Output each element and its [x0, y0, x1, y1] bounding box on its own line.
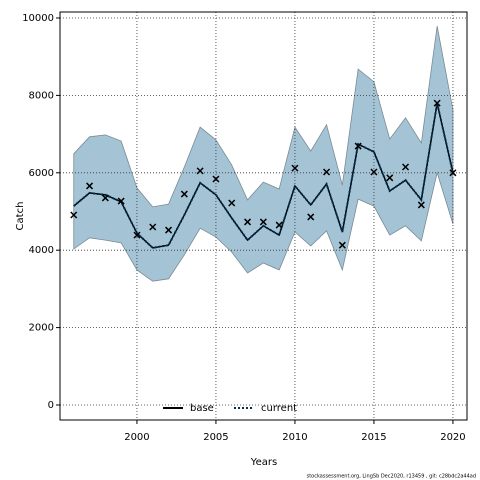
- observed-point: [196, 167, 204, 175]
- y-tick-label: 10000: [22, 13, 54, 24]
- observed-point: [449, 169, 457, 177]
- observed-point: [307, 213, 315, 221]
- y-tick-label: 4000: [29, 245, 54, 256]
- observed-point: [180, 190, 188, 198]
- x-tick-label: 2005: [203, 432, 228, 443]
- observed-point: [291, 164, 299, 172]
- x-tick-label: 2000: [124, 432, 149, 443]
- observed-point: [402, 163, 410, 171]
- y-tick-label: 0: [48, 400, 54, 411]
- y-tick-label: 6000: [29, 168, 54, 179]
- observed-point: [244, 218, 252, 226]
- observed-point: [370, 168, 378, 176]
- x-tick-label: 2015: [361, 432, 386, 443]
- observed-point: [70, 211, 78, 219]
- x-axis-label: Years: [250, 457, 277, 468]
- x-tick-label: 2010: [282, 432, 307, 443]
- observed-point: [259, 218, 267, 226]
- observed-point: [133, 231, 141, 239]
- observed-point: [86, 182, 94, 190]
- observed-point: [386, 174, 394, 182]
- observed-point: [275, 221, 283, 229]
- observed-point: [101, 194, 109, 202]
- y-tick-label: 2000: [29, 323, 54, 334]
- observed-point: [354, 142, 362, 150]
- observed-point: [323, 168, 331, 176]
- x-tick-label: 2020: [440, 432, 465, 443]
- observed-point: [149, 223, 157, 231]
- legend-label: current: [261, 403, 297, 414]
- legend-label: base: [190, 403, 214, 414]
- observed-point: [228, 199, 236, 207]
- observed-point: [417, 201, 425, 209]
- observed-point: [212, 175, 220, 183]
- observed-point: [165, 226, 173, 234]
- observed-point: [433, 99, 441, 107]
- confidence-band: [73, 26, 454, 282]
- footer-note: stockassessment.org, LingSb Dec2020, r13…: [307, 474, 476, 480]
- series-line: [73, 102, 454, 249]
- y-axis-label: Catch: [15, 202, 26, 231]
- observed-point: [117, 197, 125, 205]
- observed-point: [338, 241, 346, 249]
- y-tick-label: 8000: [29, 90, 54, 101]
- plot-frame: [59, 11, 468, 421]
